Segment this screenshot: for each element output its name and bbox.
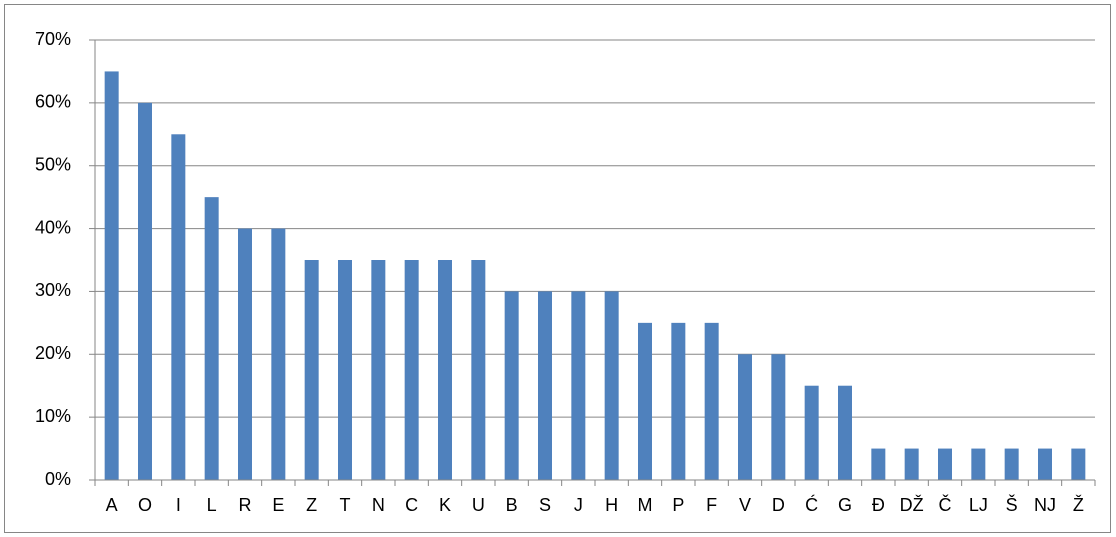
x-tick-label: C (405, 495, 418, 515)
bar (771, 354, 786, 480)
x-tick-label: P (672, 495, 684, 515)
bar (404, 260, 419, 480)
bar (138, 102, 152, 480)
bar (204, 197, 219, 480)
x-tick-label: V (739, 495, 751, 515)
x-tick-label: K (439, 495, 451, 515)
bar (604, 291, 619, 480)
bar (738, 354, 752, 480)
x-tick-label: Z (306, 495, 317, 515)
bar (571, 291, 586, 480)
bar (938, 448, 952, 480)
x-tick-label: U (472, 495, 485, 515)
bar (538, 291, 552, 480)
bar (304, 260, 319, 480)
x-tick-label: DŽ (900, 495, 924, 515)
y-tick-label: 30% (35, 280, 71, 300)
y-tick-label: 50% (35, 154, 71, 174)
bar (171, 134, 186, 481)
bar (271, 228, 286, 480)
x-tick-label: Đ (872, 495, 885, 515)
x-tick-label: NJ (1034, 495, 1056, 515)
chart-border (4, 4, 1111, 533)
x-tick-label: R (239, 495, 252, 515)
bar (871, 448, 886, 480)
x-tick-label: T (340, 495, 351, 515)
bar (1004, 448, 1019, 480)
bar (638, 322, 652, 480)
y-tick-label: 0% (45, 469, 71, 489)
x-tick-label: G (838, 495, 852, 515)
x-tick-label: J (574, 495, 583, 515)
bar (504, 291, 519, 480)
bar (704, 322, 719, 480)
y-tick-label: 60% (35, 92, 71, 112)
bar (371, 260, 386, 480)
bar (838, 385, 852, 480)
x-tick-label: Š (1006, 494, 1018, 515)
x-tick-label: H (605, 495, 618, 515)
y-tick-label: 10% (35, 406, 71, 426)
y-tick-label: 20% (35, 343, 71, 363)
bar (104, 71, 119, 480)
bar (338, 260, 352, 480)
bar (804, 385, 819, 480)
x-tick-label: Ž (1073, 495, 1084, 515)
x-tick-label: L (207, 495, 217, 515)
bar (904, 448, 919, 480)
x-tick-label: O (138, 495, 152, 515)
x-tick-label: N (372, 495, 385, 515)
x-tick-label: A (106, 495, 118, 515)
x-tick-label: D (772, 495, 785, 515)
y-tick-label: 70% (35, 29, 71, 49)
x-tick-label: E (272, 495, 284, 515)
x-tick-label: M (638, 495, 653, 515)
x-tick-label: LJ (969, 495, 988, 515)
x-tick-label: Č (939, 494, 952, 515)
bar (1038, 448, 1052, 480)
bar (238, 228, 252, 480)
y-tick-label: 40% (35, 217, 71, 237)
x-tick-label: S (539, 495, 551, 515)
x-tick-label: B (506, 495, 518, 515)
x-tick-label: I (176, 495, 181, 515)
bar (471, 260, 486, 480)
bar (671, 322, 686, 480)
bar (971, 448, 986, 480)
bar (1071, 448, 1086, 480)
x-tick-label: F (706, 495, 717, 515)
x-tick-label: Ć (805, 494, 818, 515)
bar (438, 260, 452, 480)
